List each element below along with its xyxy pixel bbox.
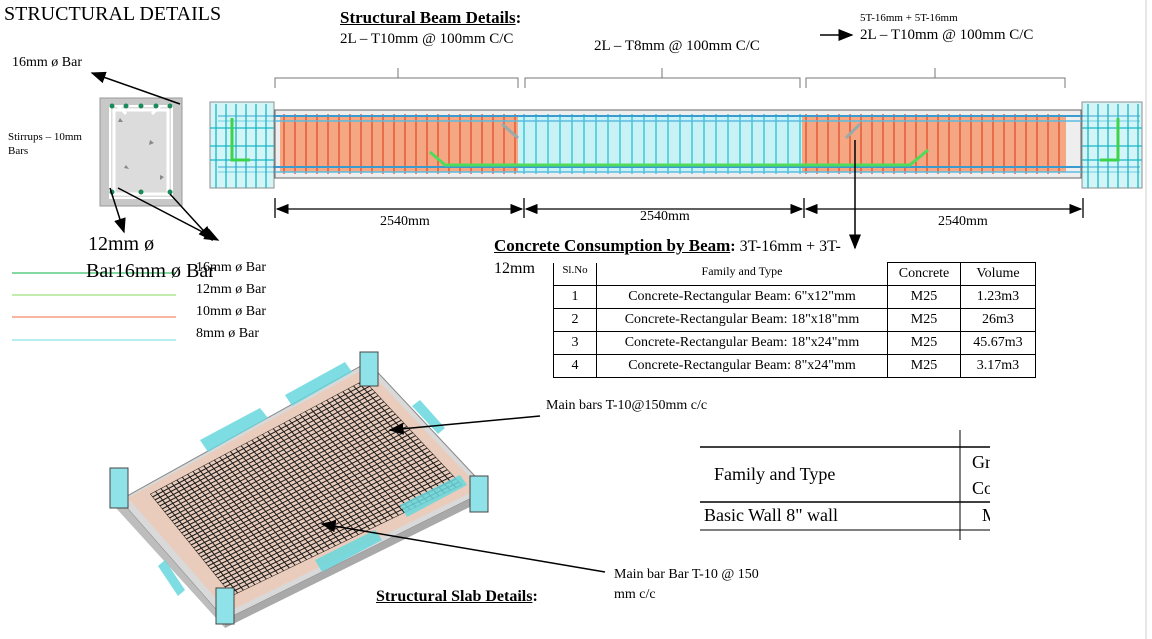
wall-table-lines — [700, 430, 990, 540]
concrete-heading-tail: 3T-16mm + 3T- — [735, 238, 841, 255]
section-bottom-bar-label-b: Bar16mm ø Bar — [86, 260, 215, 282]
slab-heading: Structural Slab Details: — [376, 588, 538, 606]
span-1-label: 2540mm — [380, 214, 430, 229]
slab-main-bars-note: Main bars T-10@150mm c/c — [546, 398, 708, 413]
concrete-heading: Concrete Consumption by Beam: 3T-16mm + … — [494, 236, 841, 256]
row-no: 4 — [553, 354, 597, 378]
row-concrete: M25 — [887, 331, 961, 355]
wall-col-gr-2: Co — [972, 478, 990, 498]
row-no: 3 — [553, 331, 597, 355]
table-header-row: Sl.No Family and Type Concrete Volume — [553, 262, 1036, 286]
concrete-heading-colon: : — [730, 238, 736, 255]
slab-main-bar-note-1: Main bar Bar T-10 @ 150 — [614, 567, 759, 582]
beam-heading-text: Structural Beam Details — [340, 8, 516, 27]
row-volume: 3.17m3 — [960, 354, 1036, 378]
top-bars-note: 5T-16mm + 5T-16mm — [860, 12, 958, 24]
table-row: 3 Concrete-Rectangular Beam: 18"x24"mm M… — [553, 331, 1036, 355]
span-2-label: 2540mm — [640, 209, 690, 224]
table-row: 4 Concrete-Rectangular Beam: 8"x24"mm M2… — [553, 354, 1036, 378]
col-sl: Sl.No — [553, 262, 597, 286]
stirrups-label-1: Stirrups – 10mm — [8, 131, 82, 143]
stirrup-left-label: 2L – T10mm @ 100mm C/C — [340, 31, 514, 47]
beam-cross-section — [99, 97, 183, 207]
row-family: Concrete-Rectangular Beam: 6"x12"mm — [596, 285, 888, 309]
col-family: Family and Type — [596, 262, 888, 286]
stirrups-label-2: Bars — [8, 145, 29, 157]
beam-elevation — [209, 68, 1143, 189]
stirrup-mid-label: 2L – T8mm @ 100mm C/C — [594, 38, 760, 54]
row-volume: 26m3 — [960, 308, 1036, 332]
span-3-label: 2540mm — [938, 214, 988, 229]
beam-heading: Structural Beam Details: — [340, 8, 521, 28]
concrete-heading-text: Concrete Consumption by Beam — [494, 236, 731, 255]
section-top-bar-label: 16mm ø Bar — [12, 55, 82, 70]
row-concrete: M25 — [887, 285, 961, 309]
wall-col-gr-1: Gr — [972, 452, 990, 472]
row-volume: 1.23m3 — [960, 285, 1036, 309]
wall-col-family: Family and Type — [714, 464, 836, 484]
concrete-table-wrap: Sl.No Family and Type Concrete Volume 1 … — [553, 262, 1036, 378]
wall-row-value: M — [982, 505, 990, 526]
col-volume: Volume — [960, 262, 1036, 286]
beam-heading-colon: : — [515, 8, 522, 27]
row-concrete: M25 — [887, 308, 961, 332]
row-volume: 45.67m3 — [960, 331, 1036, 355]
concrete-table: Sl.No Family and Type Concrete Volume 1 … — [553, 262, 1036, 378]
stirrup-right-label: 2L – T10mm @ 100mm C/C — [860, 27, 1034, 43]
section-bottom-bar-label-a: 12mm ø — [88, 233, 155, 255]
span-dimensions — [274, 198, 1084, 218]
legend-lines — [12, 272, 176, 341]
slab-main-bar-note-2: mm c/c — [614, 587, 656, 602]
legend-16mm: 16mm ø Bar — [196, 260, 266, 275]
row-no: 1 — [553, 285, 597, 309]
page-title: STRUCTURAL DETAILS — [4, 3, 222, 25]
legend-10mm: 10mm ø Bar — [196, 304, 266, 319]
table-row: 2 Concrete-Rectangular Beam: 18"x18"mm M… — [553, 308, 1036, 332]
concrete-heading-wrap: 12mm — [494, 260, 535, 277]
legend-8mm: 8mm ø Bar — [196, 326, 259, 341]
row-family: Concrete-Rectangular Beam: 18"x18"mm — [596, 308, 888, 332]
slab-heading-colon: : — [532, 588, 538, 605]
slab-heading-text: Structural Slab Details — [376, 588, 533, 605]
legend-12mm: 12mm ø Bar — [196, 282, 266, 297]
row-family: Concrete-Rectangular Beam: 18"x24"mm — [596, 331, 888, 355]
row-family: Concrete-Rectangular Beam: 8"x24"mm — [596, 354, 888, 378]
row-concrete: M25 — [887, 354, 961, 378]
slab-isometric — [109, 351, 489, 628]
wall-row-family: Basic Wall 8" wall — [704, 505, 839, 525]
col-concrete: Concrete — [887, 262, 961, 286]
row-no: 2 — [553, 308, 597, 332]
table-row: 1 Concrete-Rectangular Beam: 6"x12"mm M2… — [553, 285, 1036, 309]
